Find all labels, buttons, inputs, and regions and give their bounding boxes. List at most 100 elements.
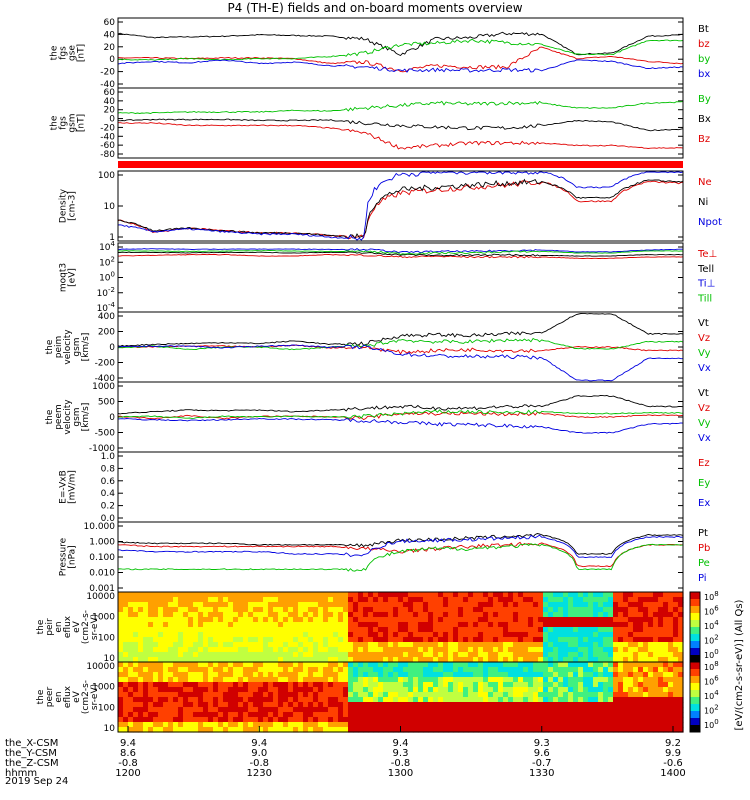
heat-cell <box>393 612 399 618</box>
heat-cell <box>203 687 209 693</box>
colorbar-tick: 104 <box>704 689 719 701</box>
heat-cell <box>343 722 349 728</box>
heat-cell <box>313 667 319 673</box>
heat-cell <box>628 647 634 653</box>
heat-cell <box>488 602 494 608</box>
heat-cell <box>483 597 489 603</box>
heat-cell <box>518 677 524 683</box>
heat-cell <box>248 607 254 613</box>
legend-Ni: Ni <box>698 197 708 208</box>
heat-cell <box>568 592 574 598</box>
heat-cell <box>268 627 274 633</box>
heat-cell <box>583 707 589 713</box>
heat-cell <box>143 692 149 698</box>
colorbar-tick: 106 <box>704 675 719 687</box>
heat-cell <box>653 717 659 723</box>
heat-cell <box>143 727 149 733</box>
heat-cell <box>493 657 499 663</box>
xrow-value: -0.8 <box>249 758 269 769</box>
heat-cell <box>203 717 209 723</box>
heat-cell <box>178 667 184 673</box>
heat-cell <box>323 722 329 728</box>
heat-cell <box>523 672 529 678</box>
heat-cell <box>528 637 534 643</box>
heat-cell <box>403 662 409 668</box>
heat-cell <box>203 592 209 598</box>
heat-cell <box>638 627 644 633</box>
heat-cell <box>433 617 439 623</box>
heat-cell <box>188 682 194 688</box>
heat-cell <box>128 592 134 598</box>
heat-cell <box>418 652 424 658</box>
heat-cell <box>643 717 649 723</box>
heat-cell <box>158 727 164 733</box>
heat-cell <box>673 632 679 638</box>
heat-cell <box>308 652 314 658</box>
heat-cell <box>448 697 454 703</box>
heat-cell <box>543 652 549 658</box>
heat-cell <box>283 602 289 608</box>
heat-cell <box>188 627 194 633</box>
heat-cell <box>543 597 549 603</box>
heat-cell <box>383 632 389 638</box>
heat-cell <box>473 627 479 633</box>
heat-cell <box>523 632 529 638</box>
heat-cell <box>523 602 529 608</box>
heat-cell <box>123 632 129 638</box>
heat-cell <box>453 717 459 723</box>
heat-cell <box>443 647 449 653</box>
heat-cell <box>258 632 264 638</box>
heat-cell <box>313 717 319 723</box>
heat-cell <box>368 622 374 628</box>
heat-cell <box>538 677 544 683</box>
heat-cell <box>588 602 594 608</box>
heat-cell <box>503 672 509 678</box>
heat-cell <box>523 662 529 668</box>
heat-cell <box>563 637 569 643</box>
heat-cell <box>303 697 309 703</box>
heat-cell <box>263 707 269 713</box>
heat-cell <box>253 722 259 728</box>
heat-cell <box>548 592 554 598</box>
heat-cell <box>243 617 249 623</box>
heat-cell <box>533 707 539 713</box>
heat-cell <box>448 712 454 718</box>
heat-cell <box>638 672 644 678</box>
heat-cell <box>528 652 534 658</box>
heat-cell <box>228 722 234 728</box>
heat-cell <box>303 632 309 638</box>
heat-cell <box>613 697 619 703</box>
heat-cell <box>613 692 619 698</box>
heat-cell <box>568 642 574 648</box>
heat-cell <box>668 692 674 698</box>
heat-cell <box>583 647 589 653</box>
heat-cell <box>633 727 639 733</box>
heat-cell <box>373 627 379 633</box>
heat-cell <box>478 607 484 613</box>
heat-cell <box>253 627 259 633</box>
heat-cell <box>478 677 484 683</box>
heat-cell <box>508 697 514 703</box>
heat-cell <box>363 677 369 683</box>
heat-cell <box>628 612 634 618</box>
heat-cell <box>348 607 354 613</box>
heat-cell <box>348 622 354 628</box>
heat-cell <box>633 662 639 668</box>
ytick-label: -500 <box>95 429 116 439</box>
heat-cell <box>538 602 544 608</box>
heat-cell <box>513 722 519 728</box>
heat-cell <box>173 632 179 638</box>
heat-cell <box>643 592 649 598</box>
heat-cell <box>223 662 229 668</box>
heat-cell <box>188 687 194 693</box>
heat-cell <box>383 652 389 658</box>
heat-cell <box>493 667 499 673</box>
heat-cell <box>188 717 194 723</box>
heat-cell <box>653 607 659 613</box>
heat-cell <box>508 647 514 653</box>
heat-cell <box>418 717 424 723</box>
ytick-label: 0 <box>109 115 115 125</box>
ytick-label: 40 <box>104 97 116 107</box>
heat-cell <box>508 682 514 688</box>
